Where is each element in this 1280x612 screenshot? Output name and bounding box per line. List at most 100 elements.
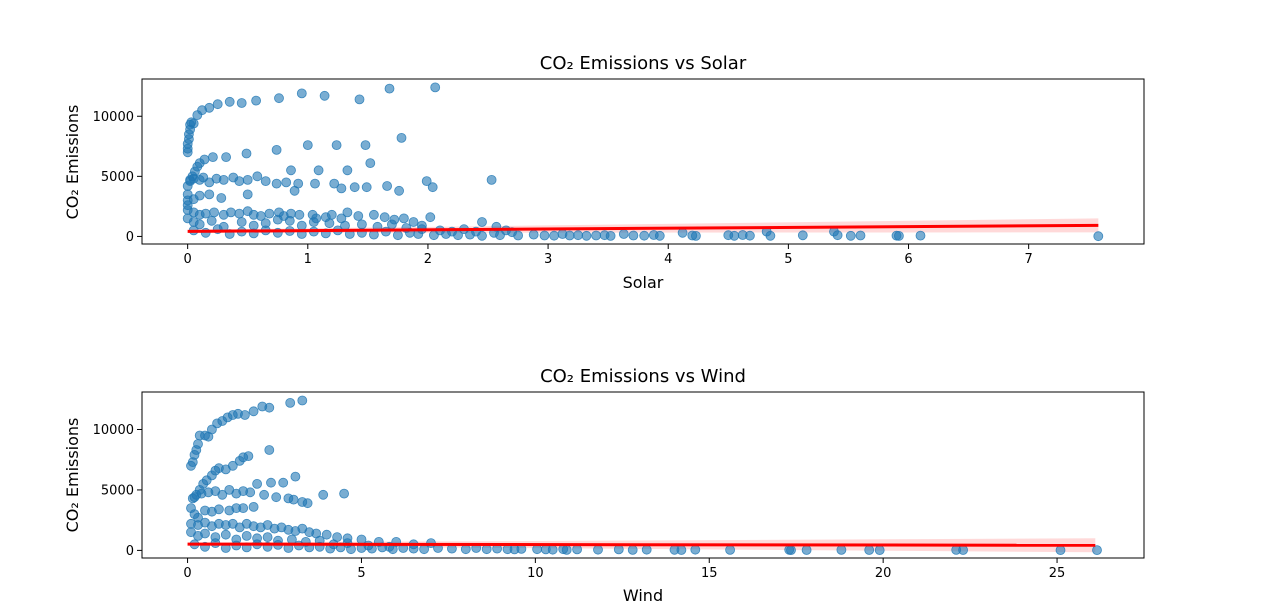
- data-point: [677, 227, 688, 238]
- data-point: [321, 529, 332, 540]
- data-point: [639, 230, 650, 241]
- data-point: [690, 544, 701, 555]
- data-point: [324, 218, 335, 229]
- data-point: [313, 165, 324, 176]
- y-ticks: 0 5000 10000: [93, 110, 142, 245]
- x-tick-label: 5: [357, 566, 365, 581]
- data-point: [564, 230, 575, 241]
- data-point: [453, 230, 463, 241]
- data-point: [236, 98, 247, 108]
- data-point: [394, 185, 405, 196]
- data-points: [186, 395, 1102, 555]
- data-point: [342, 165, 353, 176]
- y-tick-label: 10000: [93, 423, 134, 438]
- data-point: [591, 230, 601, 241]
- data-point: [729, 230, 740, 241]
- chart-title: CO₂ Emissions vs Solar: [540, 53, 747, 74]
- data-point: [278, 477, 289, 488]
- data-point: [425, 212, 436, 223]
- data-point: [308, 217, 319, 227]
- data-point: [419, 544, 430, 555]
- data-point: [200, 528, 210, 539]
- x-tick-label: 10: [527, 566, 544, 581]
- data-point: [342, 207, 353, 218]
- data-point: [199, 154, 210, 165]
- data-point: [302, 140, 313, 151]
- data-point: [356, 219, 367, 230]
- data-point: [271, 492, 282, 503]
- y-tick-label: 5000: [101, 170, 134, 185]
- data-point: [836, 545, 847, 555]
- data-point: [874, 545, 885, 555]
- data-point: [194, 190, 205, 201]
- data-point: [797, 230, 808, 241]
- data-point: [1093, 231, 1104, 242]
- data-point: [361, 182, 372, 193]
- data-point: [227, 460, 238, 471]
- data-point: [618, 229, 629, 239]
- data-point: [894, 230, 904, 241]
- chart-wind: CO₂ Emissions vs Wind 0 5 10 15 20 25 0 5000 10…: [63, 366, 1145, 605]
- data-point: [194, 219, 205, 230]
- data-point: [213, 504, 224, 515]
- data-point: [561, 545, 572, 555]
- data-point: [200, 227, 211, 238]
- data-point: [251, 95, 262, 106]
- regression-line: [187, 223, 1099, 233]
- data-point: [293, 178, 304, 189]
- data-point: [486, 174, 497, 185]
- data-point: [539, 230, 550, 241]
- data-point: [286, 165, 296, 176]
- data-point: [481, 544, 492, 555]
- data-point: [252, 171, 263, 182]
- data-point: [353, 211, 364, 221]
- data-point: [430, 82, 441, 93]
- x-tick-label: 20: [875, 566, 892, 581]
- data-point: [786, 545, 796, 555]
- data-point: [495, 230, 505, 241]
- x-tick-label: 2: [424, 252, 432, 267]
- data-point: [310, 178, 320, 189]
- data-point: [288, 494, 299, 505]
- data-point: [676, 545, 687, 555]
- data-point: [284, 215, 295, 226]
- data-point: [387, 544, 398, 555]
- data-point: [272, 214, 283, 225]
- data-point: [380, 226, 391, 237]
- y-axis-label: CO₂ Emissions: [63, 418, 82, 533]
- data-point: [264, 208, 275, 219]
- y-tick-label: 5000: [101, 483, 134, 498]
- data-point: [864, 545, 875, 555]
- x-tick-label: 3: [544, 252, 552, 267]
- data-point: [549, 230, 559, 241]
- data-point: [204, 102, 215, 113]
- data-point: [613, 544, 624, 555]
- regression-line-group: [187, 542, 1096, 547]
- data-point: [239, 410, 250, 420]
- y-tick-label: 0: [126, 544, 134, 559]
- data-point: [285, 397, 296, 408]
- data-point: [217, 489, 228, 500]
- data-point: [382, 181, 393, 191]
- data-point: [264, 445, 275, 455]
- regression-line-group: [187, 223, 1099, 233]
- x-ticks: 0 5 10 15 20 25: [183, 558, 1065, 581]
- data-point: [386, 219, 397, 230]
- data-point: [200, 208, 211, 219]
- data-point: [1092, 545, 1102, 555]
- data-point: [243, 451, 254, 462]
- data-point: [224, 96, 235, 107]
- data-point: [297, 395, 308, 406]
- data-point: [241, 531, 252, 541]
- data-point: [236, 217, 247, 227]
- data-point: [336, 183, 347, 194]
- data-point: [641, 544, 652, 555]
- data-point: [245, 487, 256, 498]
- data-point: [221, 152, 232, 163]
- data-point: [271, 178, 282, 189]
- data-point: [302, 498, 313, 509]
- data-point: [654, 230, 665, 241]
- data-point: [605, 230, 616, 241]
- data-point: [427, 182, 438, 193]
- data-point: [428, 230, 439, 241]
